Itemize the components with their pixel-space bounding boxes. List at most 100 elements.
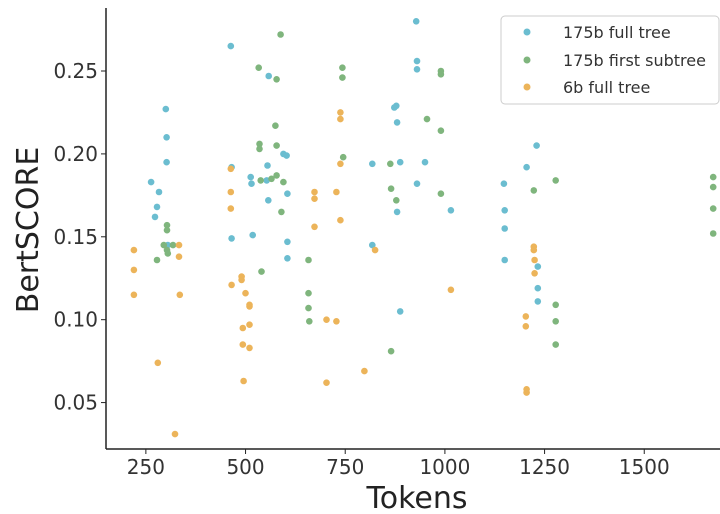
data-point (280, 178, 287, 186)
data-point (447, 207, 455, 214)
x-tick-label: 500 (226, 455, 264, 479)
data-point (361, 367, 368, 375)
data-point (238, 276, 245, 284)
data-point (164, 250, 172, 257)
legend-marker-175b-first-subtree (523, 56, 531, 64)
data-point (337, 109, 344, 116)
data-point (265, 197, 272, 204)
data-point (709, 205, 717, 212)
data-point (155, 188, 163, 196)
data-point (323, 379, 330, 387)
data-point (500, 180, 508, 187)
data-point (162, 105, 170, 113)
data-point (246, 321, 253, 329)
data-point (311, 188, 318, 196)
data-point (256, 145, 263, 153)
data-point (265, 72, 273, 80)
data-point (413, 66, 421, 73)
x-tick-label: 1500 (619, 455, 670, 479)
data-point (534, 284, 542, 292)
data-point (154, 359, 162, 367)
data-point (264, 162, 271, 169)
data-point (278, 208, 285, 216)
legend: 175b full tree 175b first subtree 6b ful… (500, 15, 720, 105)
data-point (228, 281, 235, 289)
data-point (371, 246, 379, 254)
legend-label-6b-full-tree: 6b full tree (563, 78, 650, 97)
data-point (272, 122, 279, 129)
data-point (393, 208, 401, 216)
data-point (501, 207, 509, 214)
y-tick-label: 0.20 (53, 142, 98, 166)
data-point (284, 190, 291, 197)
data-point (130, 246, 138, 254)
data-point (333, 318, 340, 325)
data-point (423, 115, 431, 123)
data-point (396, 308, 404, 315)
data-point (437, 71, 445, 78)
data-point (447, 286, 455, 294)
data-point (175, 241, 183, 249)
data-point (305, 256, 312, 264)
data-point (413, 57, 421, 65)
data-point (393, 197, 400, 204)
data-point (277, 31, 284, 38)
data-point (176, 291, 184, 299)
data-point (305, 289, 312, 297)
series-175b-full-tree (147, 18, 542, 315)
data-point (333, 188, 340, 196)
data-point (305, 304, 312, 312)
data-point (534, 298, 542, 305)
data-point (257, 177, 265, 184)
data-point (413, 180, 421, 187)
data-point (531, 270, 538, 277)
data-point (227, 205, 235, 212)
data-point (153, 256, 161, 264)
legend-label-175b-full-tree: 175b full tree (563, 23, 671, 42)
series-175b-first-subtree (153, 31, 717, 355)
data-point (284, 254, 291, 262)
y-axis-ticks: 0.05 0.10 0.15 0.20 0.25 (53, 59, 106, 415)
data-point (501, 225, 509, 232)
data-point (171, 430, 179, 438)
data-point (227, 165, 235, 173)
legend-label-175b-first-subtree: 175b first subtree (563, 51, 706, 70)
data-point (522, 323, 530, 330)
data-point (421, 158, 429, 166)
data-point (387, 160, 394, 168)
data-point (246, 303, 253, 310)
data-point (552, 318, 559, 325)
data-point (387, 347, 395, 355)
data-point (268, 175, 275, 183)
data-point (531, 256, 538, 264)
data-point (246, 344, 253, 352)
data-point (437, 127, 445, 134)
x-tick-label: 1000 (419, 455, 470, 479)
y-axis-label: BertSCORE (11, 147, 46, 314)
data-points (130, 18, 717, 438)
data-point (228, 235, 235, 242)
data-point (552, 341, 559, 348)
data-point (160, 241, 168, 249)
data-point (239, 341, 247, 348)
x-tick-label: 1250 (519, 455, 570, 479)
data-point (709, 230, 717, 237)
data-point (501, 256, 509, 264)
data-point (522, 313, 530, 320)
data-point (552, 301, 559, 309)
data-point (249, 231, 256, 239)
data-point (311, 223, 318, 231)
data-point (323, 316, 330, 324)
data-point (239, 324, 247, 332)
data-point (709, 173, 717, 181)
y-tick-label: 0.05 (53, 391, 98, 415)
x-axis-ticks: 250 500 750 1000 1250 1500 (127, 449, 670, 479)
data-point (147, 178, 155, 186)
data-point (412, 18, 420, 25)
data-point (163, 226, 171, 234)
y-tick-label: 0.25 (53, 59, 98, 83)
data-point (337, 115, 344, 123)
data-point (273, 172, 280, 179)
data-point (247, 173, 254, 181)
